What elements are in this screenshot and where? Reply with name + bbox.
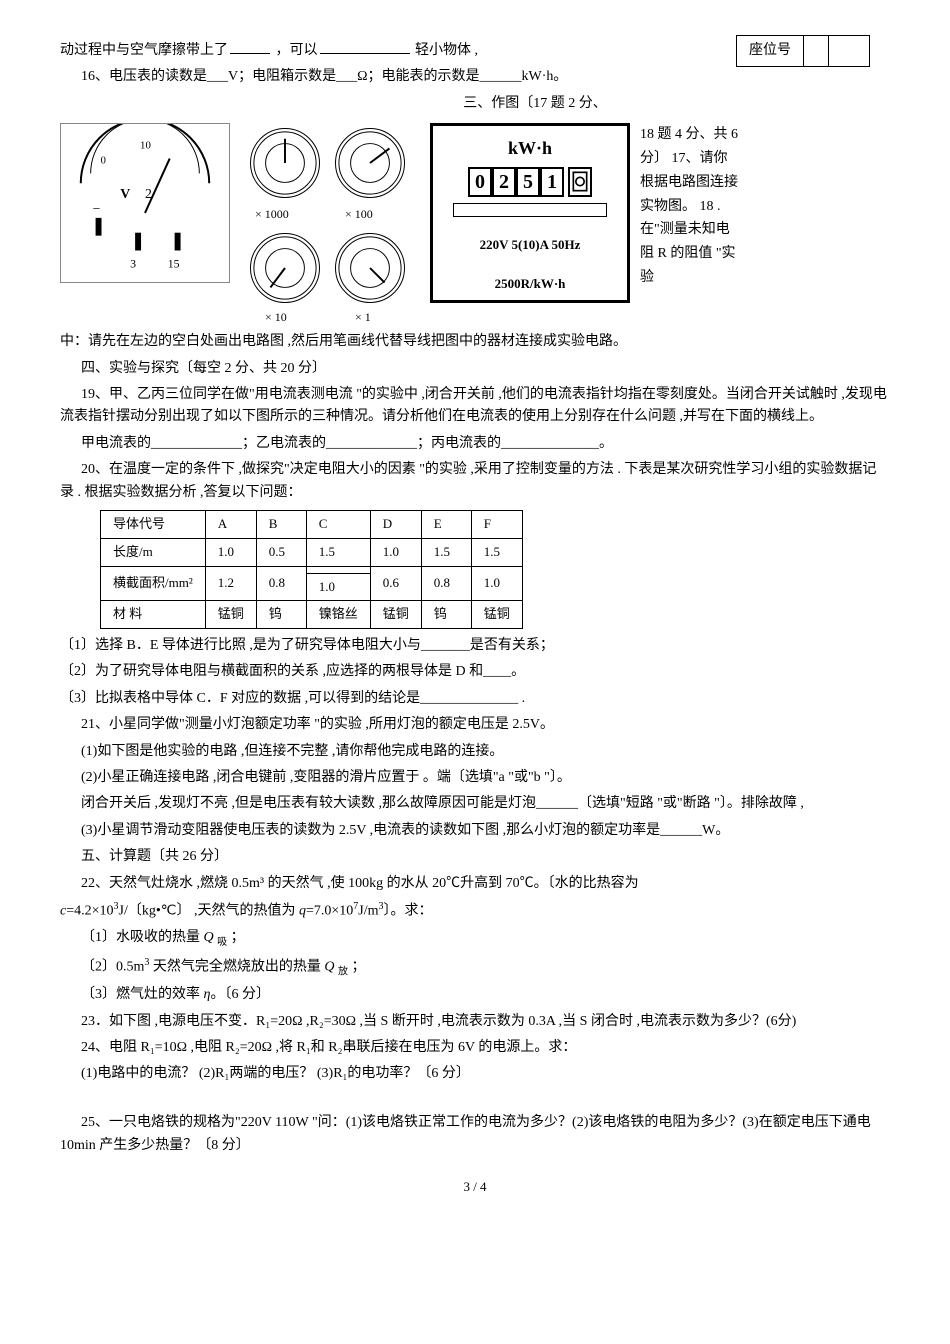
q21-1: (1)如下图是他实验的电路 ,但连接不完整 ,请你帮他完成电路的连接。 <box>60 741 890 763</box>
q21: 21、小星同学做"测量小灯泡额定功率 "的实验 ,所用灯泡的额定电压是 2.5V… <box>60 714 890 736</box>
kwh-label: kW·h <box>441 134 619 163</box>
dial-1000 <box>250 128 320 198</box>
q19: 19、甲、乙丙三位同学在做"用电流表测电流 "的实验中 ,闭合开关前 ,他们的电… <box>60 384 890 429</box>
kwh-spec2: 2500R/kW·h <box>441 274 619 295</box>
table-row: 长度/m 1.0 0.5 1.5 1.0 1.5 1.5 <box>101 538 523 566</box>
right-column-text: 18 题 4 分、共 6 分〕 17、请你根据电路图连接实物图。 18 . 在"… <box>640 123 740 290</box>
q22-3: 〔3〕燃气灶的效率 η。〔6 分〕 <box>60 984 890 1006</box>
kwh-d3: 1 <box>540 167 564 197</box>
seat-number-box: 座位号 <box>736 35 870 67</box>
kwh-digits: 0 2 5 1 <box>441 167 619 197</box>
dial-100 <box>335 128 405 198</box>
section4-heading: 四、实验与探究〔每空 2 分、共 20 分〕 <box>60 358 890 380</box>
meter-disc <box>453 203 607 217</box>
dial-1 <box>335 233 405 303</box>
resistance-box-figure: × 1000 × 100 × 10 × 1 <box>240 123 420 323</box>
kwh-icon <box>568 167 592 197</box>
q22: 22、天然气灶烧水 ,燃烧 0.5m³ 的天然气 ,使 100kg 的水从 20… <box>60 873 890 895</box>
kwh-spec1: 220V 5(10)A 50Hz <box>441 235 619 256</box>
q20-1: 〔1〕选择 B．E 导体进行比照 ,是为了研究导体电阻大小与_______是否有… <box>60 635 890 657</box>
label-100: × 100 <box>345 205 373 224</box>
kwh-d0: 0 <box>468 167 492 197</box>
q24b: (1)电路中的电流？ (2)R₁两端的电压？ (3)R₁的电功率？〔6 分〕 <box>60 1063 890 1085</box>
q20-3: 〔3〕比拟表格中导体 C．F 对应的数据 ,可以得到的结论是__________… <box>60 688 890 710</box>
label-10: × 10 <box>265 308 287 327</box>
table-row: 材 料 锰铜 钨 镍铬丝 锰铜 钨 锰铜 <box>101 601 523 629</box>
resistance-table: 导体代号 A B C D E F 长度/m 1.0 0.5 1.5 1.0 1.… <box>100 510 523 629</box>
q25: 25、一只电烙铁的规格为"220V 110W "问：(1)该电烙铁正常工作的电流… <box>60 1112 890 1157</box>
seat-label: 座位号 <box>737 36 804 66</box>
q19-blanks: 甲电流表的_____________；乙电流表的_____________；丙电… <box>60 433 890 455</box>
page-number: 3 / 4 <box>60 1177 890 1198</box>
q16: 16、电压表的读数是___V；电阻箱示数是___Ω；电能表的示数是______k… <box>60 66 890 88</box>
q21-2: (2)小星正确连接电路 ,闭合电键前 ,变阻器的滑片应置于 。端〔选填"a "或… <box>60 767 890 789</box>
blank-2 <box>320 53 410 54</box>
dial-10 <box>250 233 320 303</box>
kwh-d1: 2 <box>492 167 516 197</box>
svg-text:0: 0 <box>101 155 107 167</box>
energy-meter-figure: kW·h 0 2 5 1 220V 5(10)A 50Hz 2500R/kW·h <box>430 123 630 303</box>
voltmeter-figure: 0 10 V 2 3 15 − <box>60 123 230 283</box>
seat-value-2 <box>829 36 869 66</box>
q21-2b: 闭合开关后 ,发现灯不亮 ,但是电压表有较大读数 ,那么故障原因可能是灯泡___… <box>60 793 890 815</box>
seat-value-1 <box>804 36 829 66</box>
q18-cont: 中：请先在左边的空白处画出电路图 ,然后用笔画线代替导线把图中的器材连接成实验电… <box>60 331 890 353</box>
section3-heading: 三、作图〔17 题 2 分、 <box>180 93 890 115</box>
q24: 24、电阻 R₁=10Ω ,电阻 R₂=20Ω ,将 R₁和 R₂串联后接在电压… <box>60 1037 890 1059</box>
svg-text:−: − <box>93 201 101 216</box>
svg-text:3: 3 <box>130 256 136 270</box>
label-1000: × 1000 <box>255 205 289 224</box>
section5-heading: 五、计算题〔共 26 分〕 <box>60 846 890 868</box>
q22-1: 〔1〕水吸收的热量 Q 吸 ； <box>60 927 890 951</box>
svg-text:15: 15 <box>168 256 180 270</box>
q20-2: 〔2〕为了研究导体电阻与横截面积的关系 ,应选择的两根导体是 D 和____。 <box>60 661 890 683</box>
svg-text:10: 10 <box>140 140 151 152</box>
q21-3: (3)小星调节滑动变阻器使电压表的读数为 2.5V ,电流表的读数如下图 ,那么… <box>60 820 890 842</box>
q20: 20、在温度一定的条件下 ,做探究"决定电阻大小的因素 "的实验 ,采用了控制变… <box>60 459 890 504</box>
kwh-d2: 5 <box>516 167 540 197</box>
q22-2: 〔2〕0.5m3 天然气完全燃烧放出的热量 Q 放 ； <box>60 955 890 980</box>
q23: 23．如下图 ,电源电压不变．R₁=20Ω ,R₂=30Ω ,当 S 断开时 ,… <box>60 1011 890 1033</box>
svg-text:V: V <box>120 186 130 201</box>
q22b: c=4.2×103J/〔kg•℃〕 ,天然气的热值为 q=7.0×107J/m3… <box>60 899 890 923</box>
voltmeter-svg: 0 10 V 2 3 15 − <box>61 124 229 282</box>
table-row: 横截面积/mm² 1.2 0.8 0.6 0.8 1.0 <box>101 566 523 573</box>
blank-1 <box>230 53 270 54</box>
label-1: × 1 <box>355 308 371 327</box>
figures-row: 0 10 V 2 3 15 − × 1000 × 100 × 10 × 1 <box>60 123 890 323</box>
table-header-row: 导体代号 A B C D E F <box>101 510 523 538</box>
